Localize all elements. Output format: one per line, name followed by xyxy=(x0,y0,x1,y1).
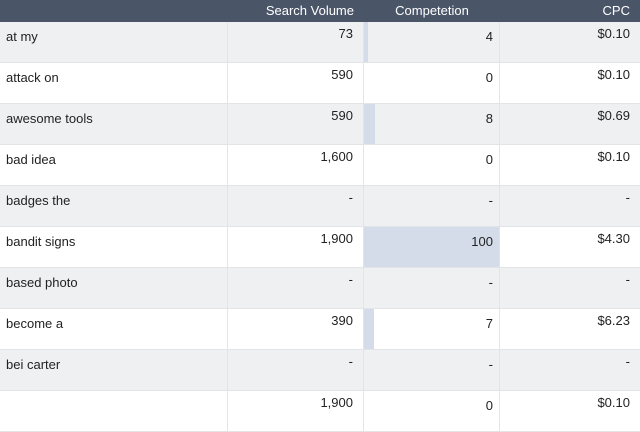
search-volume-cell: 73 xyxy=(228,22,364,62)
table-header: Search Volume Competetion CPC xyxy=(0,0,640,22)
search-volume-cell: 590 xyxy=(228,63,364,103)
competition-value: 7 xyxy=(485,316,493,331)
competition-cell: 8 xyxy=(364,104,500,144)
search-volume-cell: - xyxy=(228,186,364,226)
keyword-cell: become a xyxy=(0,309,228,349)
search-volume-cell: 390 xyxy=(228,309,364,349)
table-row[interactable]: at my 73 4 $0.10 xyxy=(0,22,640,63)
competition-bar xyxy=(364,227,499,267)
competition-bar xyxy=(364,22,368,62)
table-row[interactable]: attack on 590 0 $0.10 xyxy=(0,63,640,104)
search-volume-cell: - xyxy=(228,268,364,308)
table-row[interactable]: bei carter - - - xyxy=(0,350,640,391)
keyword-cell: bad idea xyxy=(0,145,228,185)
table-row[interactable]: become a 390 7 $6.23 xyxy=(0,309,640,350)
column-header-search-volume[interactable]: Search Volume xyxy=(265,3,354,18)
table-row[interactable]: bad idea 1,600 0 $0.10 xyxy=(0,145,640,186)
competition-cell: 100 xyxy=(364,227,500,267)
competition-value: 4 xyxy=(485,29,493,44)
column-header-cpc[interactable]: CPC xyxy=(602,3,630,18)
competition-cell: 4 xyxy=(364,22,500,62)
competition-value: 0 xyxy=(485,152,493,167)
table-row[interactable]: 1,900 0 $0.10 xyxy=(0,391,640,432)
competition-bar xyxy=(364,104,375,144)
table-row[interactable]: bandit signs 1,900 100 $4.30 xyxy=(0,227,640,268)
competition-cell: - xyxy=(364,186,500,226)
competition-value: 100 xyxy=(471,234,493,249)
cpc-cell: $0.10 xyxy=(597,149,630,164)
competition-cell: 0 xyxy=(364,391,500,431)
search-volume-cell: 1,900 xyxy=(228,391,364,431)
table-row[interactable]: based photo - - - xyxy=(0,268,640,309)
competition-value: 0 xyxy=(485,398,493,413)
cpc-cell: - xyxy=(625,354,630,369)
competition-cell: - xyxy=(364,350,500,390)
competition-value: 8 xyxy=(485,111,493,126)
cpc-cell: - xyxy=(625,272,630,287)
competition-value: - xyxy=(488,275,493,290)
cpc-cell: $0.10 xyxy=(597,67,630,82)
keyword-cell: badges the xyxy=(0,186,228,226)
keyword-cell: awesome tools xyxy=(0,104,228,144)
competition-value: - xyxy=(488,193,493,208)
keyword-cell: at my xyxy=(0,22,228,62)
competition-value: 0 xyxy=(485,70,493,85)
column-header-competition[interactable]: Competetion xyxy=(395,3,469,18)
competition-cell: 0 xyxy=(364,63,500,103)
keyword-cell: based photo xyxy=(0,268,228,308)
keyword-cell: bei carter xyxy=(0,350,228,390)
cpc-cell: $0.10 xyxy=(597,26,630,41)
cpc-cell: $0.10 xyxy=(597,395,630,410)
cpc-cell: - xyxy=(625,190,630,205)
competition-value: - xyxy=(488,357,493,372)
competition-cell: 0 xyxy=(364,145,500,185)
competition-cell: - xyxy=(364,268,500,308)
cpc-cell: $0.69 xyxy=(597,108,630,123)
competition-bar xyxy=(364,309,374,349)
keyword-cell: bandit signs xyxy=(0,227,228,267)
table-row[interactable]: awesome tools 590 8 $0.69 xyxy=(0,104,640,145)
keyword-cell xyxy=(0,391,228,431)
search-volume-cell: 1,900 xyxy=(228,227,364,267)
search-volume-cell: - xyxy=(228,350,364,390)
search-volume-cell: 1,600 xyxy=(228,145,364,185)
table-row[interactable]: badges the - - - xyxy=(0,186,640,227)
table-body: at my 73 4 $0.10 attack on 590 0 $0.10 awesome t… xyxy=(0,22,640,432)
search-volume-cell: 590 xyxy=(228,104,364,144)
keyword-cell: attack on xyxy=(0,63,228,103)
competition-cell: 7 xyxy=(364,309,500,349)
cpc-cell: $4.30 xyxy=(597,231,630,246)
cpc-cell: $6.23 xyxy=(597,313,630,328)
